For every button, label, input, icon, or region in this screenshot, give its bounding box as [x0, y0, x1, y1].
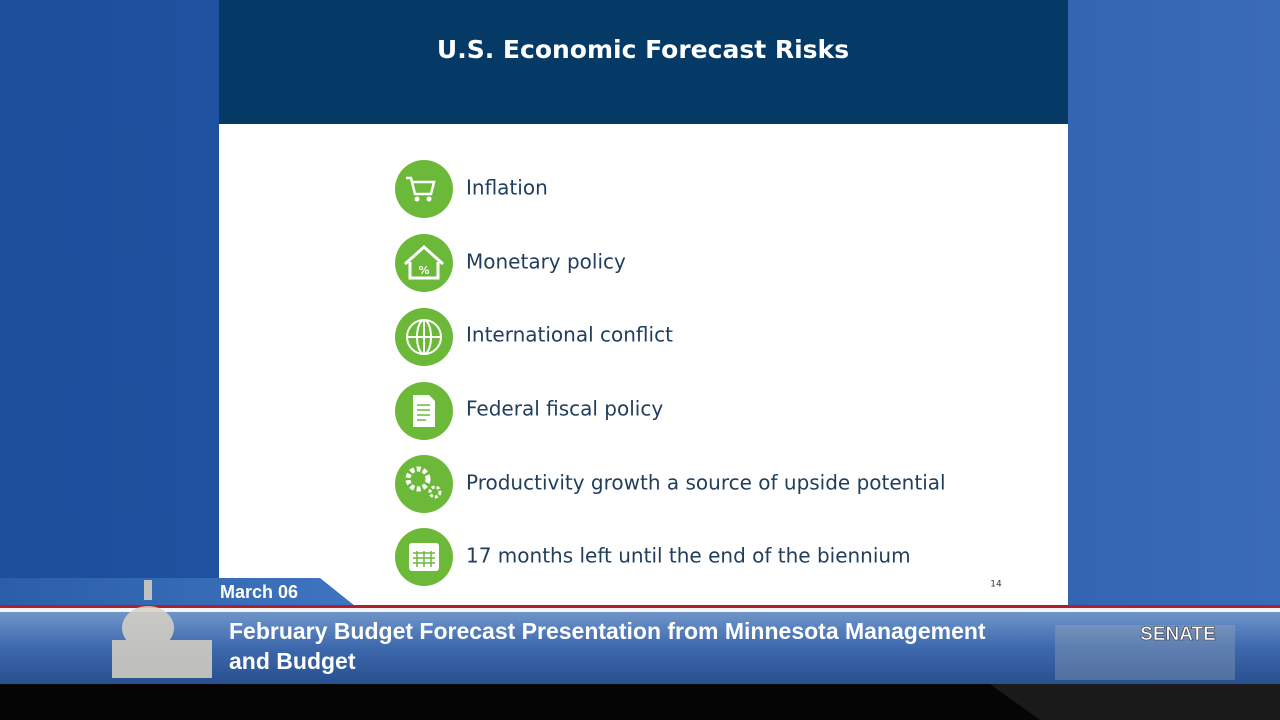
risk-item: Inflation — [466, 176, 548, 200]
caption-bar — [0, 612, 1280, 684]
risk-item: Federal fiscal policy — [466, 397, 663, 421]
building-photo — [1055, 625, 1235, 680]
capitol-logo — [112, 580, 212, 678]
risk-item: International conflict — [466, 323, 673, 347]
icon-glyph — [426, 196, 432, 202]
lower-third: March 06 February Budget Forecast Presen… — [0, 578, 1280, 720]
accent-line — [0, 605, 1280, 608]
accent-line — [0, 608, 1280, 612]
risk-item: 17 months left until the end of the bien… — [466, 544, 911, 568]
icon-cart — [395, 160, 453, 218]
icon-glyph — [413, 395, 435, 427]
caption-line: and Budget — [229, 648, 356, 674]
icon-glyph — [403, 244, 445, 280]
icon-house — [395, 234, 453, 292]
date-tab — [0, 578, 355, 606]
bottom-band — [990, 684, 1280, 720]
slide-title: U.S. Economic Forecast Risks — [437, 35, 849, 64]
risk-item: Monetary policy — [466, 250, 626, 274]
icon-glyph — [406, 176, 436, 196]
icon-glyph — [405, 466, 431, 492]
icon-glyph — [414, 196, 420, 202]
icon-glyph — [406, 319, 442, 355]
date: March 06 — [220, 582, 298, 602]
icon-glyph — [428, 485, 442, 499]
risk-list: Inflation % Monetary policy Internationa… — [395, 160, 946, 586]
channel: SENATE — [1140, 624, 1216, 645]
risk-item: Productivity growth a source of upside p… — [466, 471, 946, 495]
slide-header — [219, 0, 1068, 124]
page-number: 14 — [990, 580, 1002, 590]
slide-body — [219, 124, 1068, 606]
icon-glyph — [413, 551, 435, 567]
icon-glyph — [417, 404, 430, 421]
icon-glyph: % — [418, 264, 429, 277]
caption-line: February Budget Forecast Presentation fr… — [229, 618, 986, 644]
